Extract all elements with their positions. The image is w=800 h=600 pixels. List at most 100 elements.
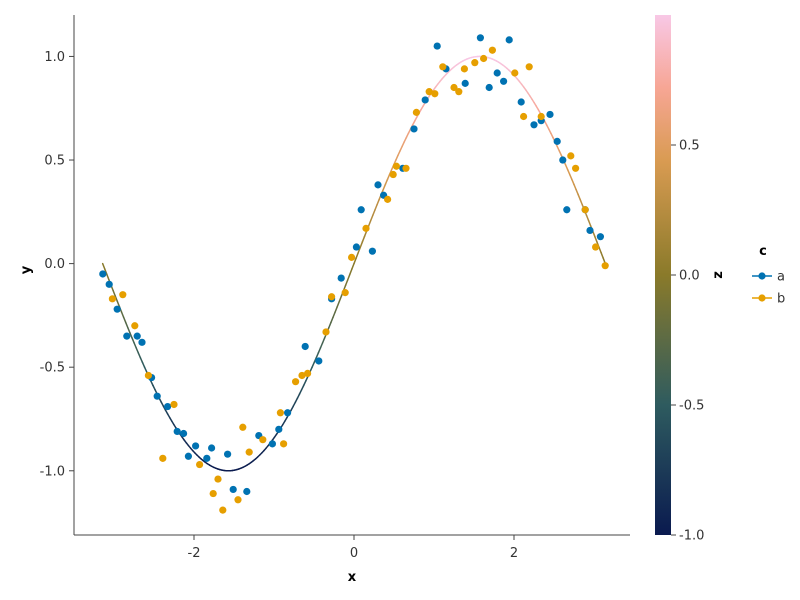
curve-segment — [112, 289, 116, 297]
curve-segment — [386, 173, 391, 181]
point-a — [99, 270, 107, 278]
curve-segment — [600, 252, 604, 259]
curve-segment — [367, 219, 372, 227]
y-tick-label: 1.0 — [44, 50, 65, 65]
point-b — [511, 69, 519, 77]
point-b — [304, 369, 312, 378]
curve-segment — [330, 316, 334, 324]
point-a — [315, 357, 323, 365]
x-tick-label: 0 — [350, 546, 358, 561]
point-b — [322, 328, 330, 336]
curve-segment — [124, 321, 129, 329]
point-a — [461, 79, 469, 87]
legend-label-a: a — [777, 270, 785, 285]
point-b — [108, 295, 116, 303]
curve-segment — [556, 145, 561, 152]
point-b — [537, 112, 545, 121]
curve-segment — [334, 305, 338, 313]
point-b — [431, 90, 439, 98]
point-a — [284, 409, 292, 417]
curve-segment — [397, 150, 401, 157]
curve-segment — [399, 145, 403, 152]
point-b — [159, 454, 167, 462]
curve-segment — [405, 132, 410, 139]
y-tick-label: -0.5 — [40, 361, 65, 376]
curve-segment — [311, 361, 315, 368]
point-a — [224, 450, 232, 458]
y-tick-label: 0.0 — [44, 257, 65, 272]
point-a — [563, 206, 571, 214]
curve-segment — [384, 178, 389, 186]
point-b — [460, 65, 468, 73]
curve-segment — [137, 352, 142, 359]
curve-segment — [300, 384, 305, 391]
curve-segment — [141, 361, 146, 368]
y-tick-label: -1.0 — [40, 464, 65, 479]
curve-segment — [545, 124, 550, 130]
curve-segment — [152, 384, 156, 391]
point-a — [243, 487, 251, 496]
point-b — [480, 54, 488, 63]
y-ticks: -1.0 -0.5 0.0 0.5 1.0 — [40, 50, 74, 479]
curve-segment — [101, 262, 106, 270]
point-b — [119, 291, 127, 299]
point-a — [138, 338, 146, 346]
point-b — [214, 475, 222, 483]
curve-segment — [106, 273, 110, 281]
point-b — [402, 164, 410, 172]
point-b — [392, 162, 400, 170]
curve-segment — [395, 154, 399, 161]
curve-segment — [114, 295, 119, 303]
point-a — [530, 121, 538, 129]
point-a — [410, 125, 418, 133]
point-a — [123, 332, 131, 340]
point-b — [209, 489, 217, 498]
point-a — [164, 402, 172, 411]
point-b — [525, 63, 533, 71]
curve-segment — [346, 273, 351, 281]
curve-segment — [122, 316, 127, 324]
curve-segment — [135, 347, 140, 354]
point-a — [203, 454, 211, 462]
curve-segment — [302, 380, 307, 387]
point-b — [348, 253, 356, 261]
point-b — [450, 83, 458, 92]
curve-segment — [568, 173, 573, 181]
colorbar-ticks: -1.0 -0.5 0.0 0.5 — [671, 139, 704, 544]
curve-segment — [131, 337, 135, 344]
y-axis-title: y — [19, 265, 34, 274]
x-axis-title: x — [348, 570, 357, 585]
point-b — [520, 112, 528, 121]
curve-segment — [363, 230, 368, 238]
curve-segment — [566, 168, 571, 176]
colorbar-tick-label: -0.5 — [679, 399, 704, 414]
y-tick-label: 0.5 — [44, 154, 65, 169]
x-tick-label: 2 — [510, 546, 518, 561]
curve-segment — [598, 246, 602, 254]
curve-segment — [372, 209, 376, 216]
point-b — [425, 88, 433, 96]
point-a — [433, 42, 441, 50]
curve-segment — [376, 198, 380, 206]
curve-segment — [407, 128, 412, 134]
point-b — [601, 262, 609, 270]
curve-segment — [150, 380, 154, 387]
point-a — [180, 429, 188, 438]
curve-segment — [571, 178, 575, 186]
curve-segment — [317, 347, 322, 354]
point-a — [208, 444, 216, 452]
point-b — [488, 46, 496, 54]
curve-segment — [296, 393, 301, 399]
point-b — [245, 448, 253, 456]
point-a — [352, 243, 360, 251]
curve-segment — [382, 183, 387, 191]
point-a — [113, 305, 121, 313]
curve-segment — [319, 342, 324, 349]
curve-segment — [401, 141, 406, 148]
curve-segment — [585, 214, 590, 222]
curve-segment — [120, 311, 125, 318]
colorbar-tick-label: 0.0 — [679, 269, 700, 284]
point-b — [581, 206, 589, 214]
point-b — [234, 496, 242, 504]
curve-segment — [349, 268, 353, 276]
